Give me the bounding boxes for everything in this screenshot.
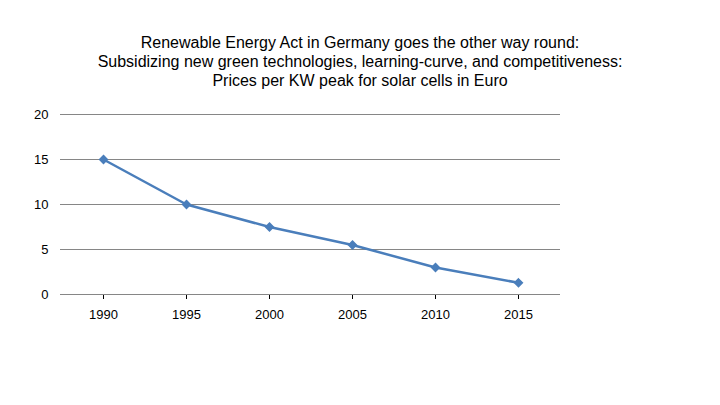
html-text:Renewable Energy Act in German: Renewable Energy Act in Germany goes the…: [140, 34, 580, 51]
svg-text:2000: 2000: [255, 307, 284, 322]
svg-text:0: 0: [41, 287, 48, 302]
svg-text:20: 20: [34, 107, 48, 122]
svg-text:5: 5: [41, 242, 48, 257]
svg-text:2005: 2005: [338, 307, 367, 322]
svg-text:1990: 1990: [89, 307, 118, 322]
svg-text:2015: 2015: [504, 307, 533, 322]
svg-text:2010: 2010: [421, 307, 450, 322]
html-text:Prices per KW peak for solar c: Prices per KW peak for solar cells in Eu…: [212, 72, 508, 89]
svg-text:10: 10: [34, 197, 48, 212]
html-text:Subsidizing new green technolo: Subsidizing new green technologies, lear…: [97, 53, 623, 70]
svg-text:1995: 1995: [172, 307, 201, 322]
svg-text:15: 15: [34, 152, 48, 167]
